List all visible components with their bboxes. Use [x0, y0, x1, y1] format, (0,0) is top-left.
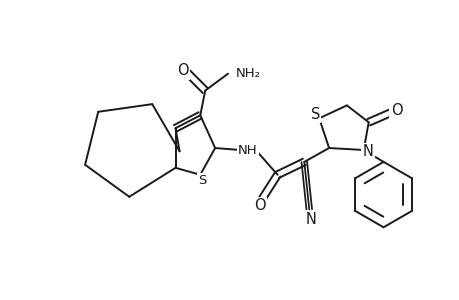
- Text: O: O: [253, 198, 265, 213]
- Text: NH₂: NH₂: [235, 67, 260, 80]
- Text: O: O: [390, 103, 401, 118]
- Text: NH: NH: [237, 143, 257, 157]
- Text: N: N: [362, 145, 372, 160]
- Text: S: S: [310, 107, 319, 122]
- Text: S: S: [198, 174, 206, 187]
- Text: O: O: [176, 63, 188, 78]
- Text: N: N: [305, 212, 316, 227]
